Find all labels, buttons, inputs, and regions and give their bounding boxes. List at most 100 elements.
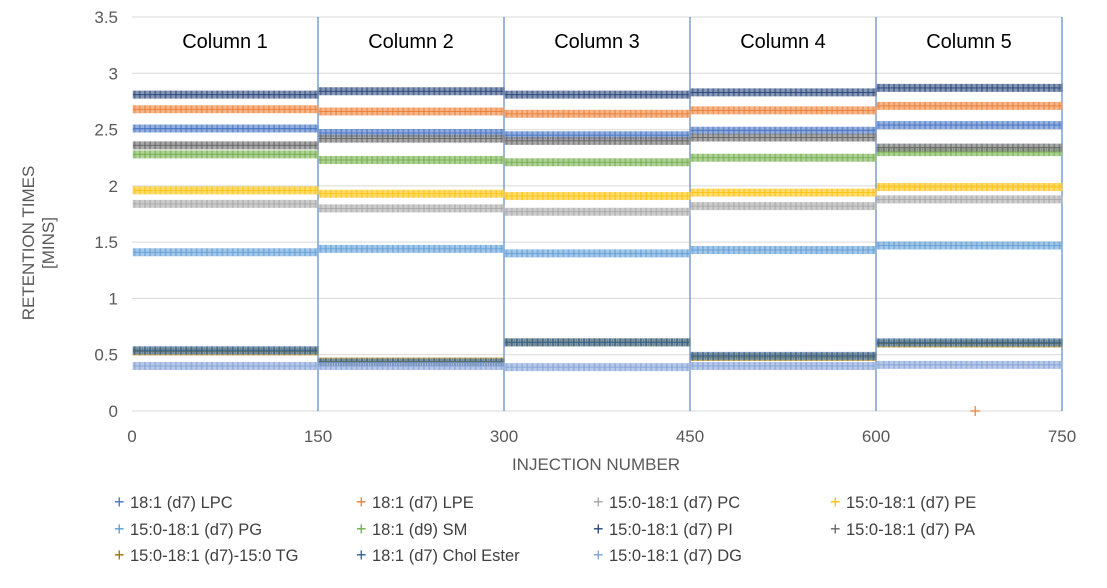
series-segment bbox=[690, 351, 877, 360]
column-labels: Column 1 Column 2 Column 3 Column 4 Column 5 bbox=[182, 31, 1012, 53]
legend-marker: + bbox=[356, 545, 367, 565]
legend-item: +18:1 (d7) LPE bbox=[356, 492, 474, 512]
series-segment bbox=[504, 207, 691, 216]
series-segment bbox=[504, 249, 691, 258]
series-segment bbox=[690, 153, 877, 162]
y-tick-label: 3 bbox=[109, 64, 118, 83]
legend-label: 15:0-18:1 (d7) PG bbox=[130, 521, 262, 539]
series-segment bbox=[132, 186, 319, 195]
column-label: Column 5 bbox=[926, 31, 1012, 53]
y-tick-label: 2 bbox=[109, 177, 118, 196]
legend-item: +18:1 (d7) LPC bbox=[114, 492, 233, 512]
legend-item: +15:0-18:1 (d7) DG bbox=[593, 545, 742, 565]
series-segment bbox=[876, 143, 1063, 152]
series-segment bbox=[876, 241, 1063, 250]
series-segment bbox=[132, 90, 319, 99]
series-segment bbox=[132, 199, 319, 208]
legend-item: +15:0-18:1 (d7) PA bbox=[830, 519, 975, 539]
series-segment bbox=[318, 155, 505, 164]
legend-item: +18:1 (d9) SM bbox=[356, 519, 467, 539]
series-segment bbox=[318, 128, 505, 137]
y-tick-label: 2.5 bbox=[94, 121, 118, 140]
x-tick-label: 600 bbox=[862, 427, 890, 446]
legend-label: 15:0-18:1 (d7) PC bbox=[609, 494, 740, 512]
x-tick-label: 150 bbox=[304, 427, 332, 446]
column-label: Column 2 bbox=[368, 31, 454, 53]
series-segment bbox=[132, 248, 319, 257]
legend-label: 15:0-18:1 (d7) PE bbox=[846, 494, 976, 512]
series-segment bbox=[504, 136, 691, 145]
series-segment bbox=[876, 83, 1063, 92]
series-segment bbox=[132, 141, 319, 150]
legend-item: +15:0-18:1 (d7) PC bbox=[593, 492, 740, 512]
x-tick-label: 0 bbox=[127, 427, 136, 446]
series-segment bbox=[876, 121, 1063, 130]
y-tick-label: 3.5 bbox=[94, 8, 118, 27]
series-marks bbox=[132, 148, 1063, 167]
series-segment bbox=[690, 133, 877, 142]
x-tick-label: 300 bbox=[490, 427, 518, 446]
legend-label: 15:0-18:1 (d7) PA bbox=[846, 521, 975, 539]
legend-label: 15:0-18:1 (d7)-15:0 TG bbox=[130, 547, 298, 565]
series-segment bbox=[876, 182, 1063, 191]
series-segment bbox=[876, 148, 1063, 157]
x-axis-title: INJECTION NUMBER bbox=[512, 455, 680, 474]
legend-marker: + bbox=[593, 492, 604, 512]
series-segment bbox=[318, 189, 505, 198]
series-segment bbox=[690, 106, 877, 115]
series-segment bbox=[132, 346, 319, 355]
legend-marker: + bbox=[830, 519, 841, 539]
series-segment bbox=[318, 87, 505, 96]
legend-marker: + bbox=[356, 519, 367, 539]
series-marks bbox=[132, 101, 1063, 118]
legend-label: 18:1 (d7) Chol Ester bbox=[372, 547, 520, 565]
series-segment bbox=[504, 191, 691, 200]
column-label: Column 4 bbox=[740, 31, 826, 53]
series-segment bbox=[690, 126, 877, 135]
series-segment bbox=[318, 204, 505, 213]
series-segment bbox=[690, 202, 877, 211]
legend-item: +15:0-18:1 (d7) PG bbox=[114, 519, 262, 539]
y-tick-label: 1 bbox=[109, 289, 118, 308]
data-marks bbox=[132, 83, 1063, 416]
legend: +18:1 (d7) LPC +18:1 (d7) LPE +15:0-18:1 (… bbox=[114, 492, 976, 565]
legend-marker: + bbox=[830, 492, 841, 512]
legend-label: 18:1 (d9) SM bbox=[372, 521, 467, 539]
outlier-point bbox=[970, 406, 981, 416]
x-tick-labels: 0 150 300 450 600 750 bbox=[127, 427, 1076, 446]
series-segment bbox=[318, 134, 505, 143]
legend-marker: + bbox=[593, 545, 604, 565]
series-segment bbox=[876, 101, 1063, 110]
series-marks bbox=[132, 360, 1063, 372]
series-segment bbox=[504, 338, 691, 347]
series-segment bbox=[504, 131, 691, 140]
legend-label: 15:0-18:1 (d7) DG bbox=[609, 547, 742, 565]
series-marks bbox=[132, 195, 1063, 216]
series-segment bbox=[876, 360, 1063, 369]
legend-label: 18:1 (d7) LPE bbox=[372, 494, 474, 512]
column-label: Column 1 bbox=[182, 31, 268, 53]
legend-marker: + bbox=[593, 519, 604, 539]
legend-marker: + bbox=[114, 545, 125, 565]
series-segment bbox=[132, 150, 319, 159]
x-tick-label: 450 bbox=[676, 427, 704, 446]
y-tick-label: 0.5 bbox=[94, 346, 118, 365]
series-segment bbox=[132, 124, 319, 133]
series-marks bbox=[132, 182, 1063, 200]
y-tick-labels: 0 0.5 1 1.5 2 2.5 3 3.5 bbox=[94, 8, 118, 421]
series-marks bbox=[132, 83, 1063, 99]
series-segment bbox=[876, 338, 1063, 347]
y-axis-title-line-2: [MINS] bbox=[39, 217, 58, 269]
series-segment bbox=[504, 109, 691, 118]
series-segment bbox=[504, 158, 691, 167]
series-segment bbox=[318, 107, 505, 116]
x-tick-label: 750 bbox=[1048, 427, 1076, 446]
series-segment bbox=[690, 88, 877, 97]
series-segment bbox=[690, 361, 877, 370]
series-segment bbox=[132, 361, 319, 370]
y-tick-label: 1.5 bbox=[94, 233, 118, 252]
series-segment bbox=[690, 246, 877, 255]
legend-item: +18:1 (d7) Chol Ester bbox=[356, 545, 520, 565]
series-segment bbox=[318, 361, 505, 370]
